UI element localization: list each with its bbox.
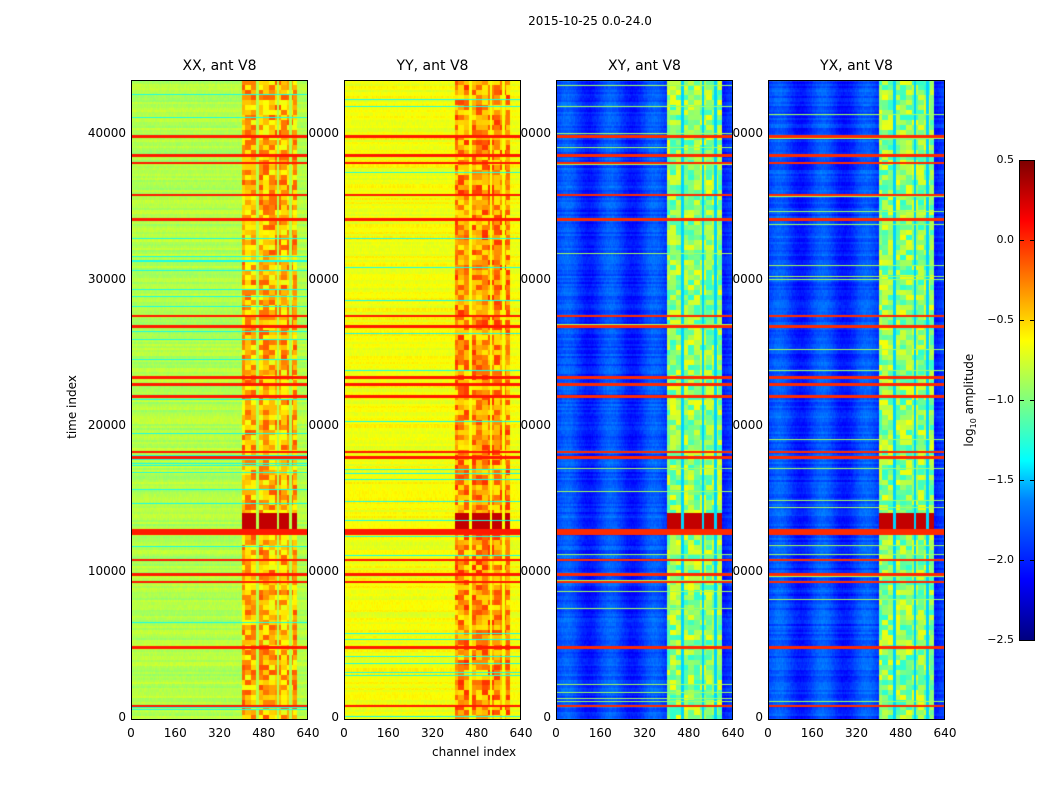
colorbar-label-rest: amplitude bbox=[961, 353, 976, 419]
x-tick-label: 160 bbox=[163, 726, 187, 740]
x-tick-label: 160 bbox=[800, 726, 824, 740]
colorbar-tick-label: −0.5 bbox=[987, 313, 1014, 326]
y-tick-label: 30000 bbox=[512, 272, 551, 287]
x-tick-label: 160 bbox=[376, 726, 400, 740]
colorbar-label-sub: 10 bbox=[969, 418, 979, 429]
y-tick-label: 40000 bbox=[512, 126, 551, 141]
colorbar-tick-mark bbox=[1030, 480, 1034, 481]
x-tick-label: 480 bbox=[465, 726, 489, 740]
colorbar-tick-label: −1.0 bbox=[987, 393, 1014, 406]
panel-title: YY, ant V8 bbox=[396, 58, 469, 74]
x-tick-label: 640 bbox=[721, 726, 745, 740]
colorbar-label: log10 amplitude bbox=[962, 350, 978, 450]
y-tick-label: 40000 bbox=[300, 126, 339, 141]
colorbar-tick-mark bbox=[1030, 320, 1034, 321]
y-tick-label: 30000 bbox=[300, 272, 339, 287]
colorbar-tick-mark bbox=[1020, 320, 1024, 321]
colorbar-tick-mark bbox=[1020, 240, 1024, 241]
colorbar-tick-mark bbox=[1030, 640, 1034, 641]
y-tick-label: 20000 bbox=[512, 418, 551, 433]
colorbar-tick-mark bbox=[1030, 160, 1034, 161]
colorbar-tick-label: 0.0 bbox=[996, 233, 1015, 246]
heatmap-image bbox=[556, 80, 733, 720]
x-tick-label: 640 bbox=[933, 726, 957, 740]
y-tick-label: 40000 bbox=[87, 126, 126, 141]
panel-title: YX, ant V8 bbox=[820, 58, 893, 74]
y-tick-label: 10000 bbox=[87, 564, 126, 578]
y-tick-label: 20000 bbox=[300, 418, 339, 433]
x-axis-label: channel index bbox=[432, 745, 517, 759]
y-tick-label: 10000 bbox=[512, 564, 551, 578]
colorbar-tick-mark bbox=[1020, 400, 1024, 401]
x-tick-label: 320 bbox=[845, 726, 868, 740]
y-tick-label: 0 bbox=[331, 710, 339, 724]
y-tick-label: 30000 bbox=[724, 272, 763, 287]
heatmap-image bbox=[131, 80, 308, 720]
x-tick-label: 0 bbox=[764, 726, 772, 740]
colorbar-tick-label: −2.5 bbox=[987, 633, 1014, 646]
y-tick-label: 10000 bbox=[724, 564, 763, 578]
colorbar-tick-label: 0.5 bbox=[996, 153, 1015, 166]
x-tick-label: 320 bbox=[421, 726, 444, 740]
y-tick-label: 20000 bbox=[724, 418, 763, 433]
colorbar-tick-label: −1.5 bbox=[987, 473, 1014, 486]
x-tick-label: 0 bbox=[340, 726, 348, 740]
x-tick-label: 0 bbox=[127, 726, 135, 740]
x-tick-label: 320 bbox=[208, 726, 231, 740]
y-tick-label: 10000 bbox=[300, 564, 339, 578]
x-tick-label: 640 bbox=[296, 726, 320, 740]
heatmap-panel: YX, ant V8 0 160 320 480 640 0 10000 20000 30000 4… bbox=[725, 58, 957, 740]
panel-title: XX, ant V8 bbox=[182, 58, 257, 74]
x-tick-label: 480 bbox=[252, 726, 276, 740]
heatmap-panel: YY, ant V8 0 160 320 480 640 0 10000 20000 30000 4… bbox=[301, 58, 533, 740]
y-tick-label: 20000 bbox=[87, 418, 126, 433]
colorbar-tick-mark bbox=[1020, 160, 1024, 161]
y-tick-label: 40000 bbox=[724, 126, 763, 141]
colorbar bbox=[1019, 160, 1035, 641]
y-axis-label: time index bbox=[65, 375, 79, 439]
colorbar-tick-mark bbox=[1020, 480, 1024, 481]
heatmap-image bbox=[768, 80, 945, 720]
x-tick-label: 480 bbox=[889, 726, 913, 740]
y-tick-label: 0 bbox=[755, 710, 763, 724]
y-tick-label: 30000 bbox=[87, 272, 126, 287]
x-tick-label: 320 bbox=[633, 726, 656, 740]
figure-title: 2015-10-25 0.0-24.0 bbox=[528, 14, 652, 28]
heatmap-panel: XX, ant V8 0 160 320 480 640 0 10000 20000 30000 4… bbox=[88, 58, 320, 740]
y-tick-label: 0 bbox=[118, 710, 126, 724]
colorbar-tick-mark bbox=[1030, 560, 1034, 561]
x-tick-label: 640 bbox=[509, 726, 533, 740]
x-tick-label: 480 bbox=[677, 726, 701, 740]
colorbar-tick-mark bbox=[1030, 240, 1034, 241]
colorbar-tick-mark bbox=[1030, 400, 1034, 401]
y-tick-label: 0 bbox=[543, 710, 551, 724]
colorbar-tick-mark bbox=[1020, 560, 1024, 561]
panel-title: XY, ant V8 bbox=[608, 58, 681, 74]
x-tick-label: 0 bbox=[552, 726, 560, 740]
heatmap-panel: XY, ant V8 0 160 320 480 640 0 10000 20000 30000 4… bbox=[513, 58, 745, 740]
colorbar-tick-label: −2.0 bbox=[987, 553, 1014, 566]
heatmap-image bbox=[344, 80, 521, 720]
x-tick-label: 160 bbox=[588, 726, 612, 740]
colorbar-tick-mark bbox=[1020, 640, 1024, 641]
colorbar-label-main: log bbox=[961, 428, 976, 447]
